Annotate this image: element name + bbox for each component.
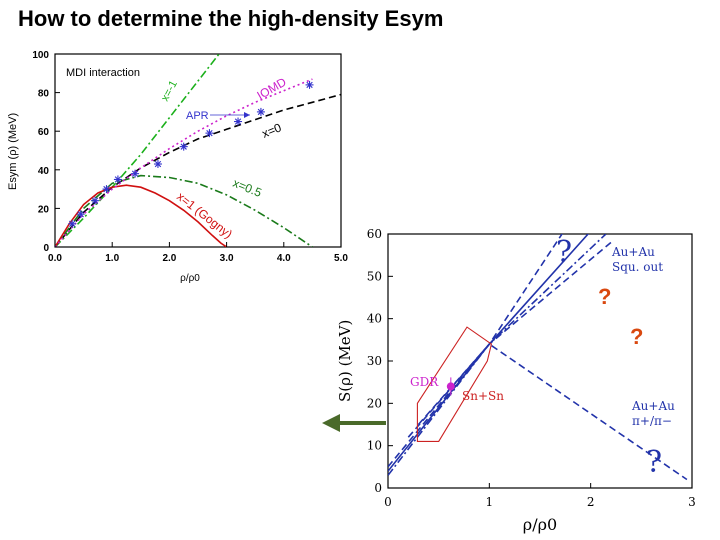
l-y-tick-label: 20: [38, 204, 50, 215]
right-annotation-squeeze: Au+Au Squ. out: [611, 245, 663, 274]
left-apr-marker: [205, 129, 214, 138]
left-apr-marker: [234, 117, 243, 126]
arrow-head: [322, 414, 340, 432]
left-apr-marker: [179, 142, 188, 151]
l-x-tick-label: 5.0: [334, 253, 348, 264]
left-label-x-0: x=0: [260, 120, 284, 140]
r-y-tick-label: 30: [367, 354, 382, 368]
l-y-tick-label: 100: [32, 50, 49, 61]
left-label-iomd: IOMD: [255, 75, 289, 103]
r-y-tick-label: 40: [367, 312, 382, 326]
left-y-axis-label: Esym (ρ) (MeV): [7, 113, 19, 190]
left-apr-marker: [256, 107, 265, 116]
l-series-x-1: [55, 54, 221, 247]
r-x-tick-label: 1: [486, 495, 494, 509]
right-chart: ? Au+Au Squ. out ? Au+Au π+/π− GDR Sn+Sn S…: [336, 227, 696, 534]
r-series-soft: [417, 343, 688, 481]
right-y-axis-label: S(ρ) (MeV): [336, 320, 354, 402]
l-y-tick-label: 80: [38, 89, 50, 100]
left-label-x-minus-1: x=-1: [159, 79, 180, 104]
left-pointing-arrow: [322, 414, 386, 432]
left-chart: MDI interaction x=-1 IOMD APR x=0 x=0.5 …: [7, 50, 348, 284]
right-annotation-pion-text: Au+Au π+/π−: [631, 399, 675, 428]
left-apr-marker: [153, 160, 162, 169]
l-x-tick-label: 2.0: [162, 253, 176, 264]
right-label-snsn: Sn+Sn: [462, 389, 504, 403]
question-mark-2: ?: [630, 324, 644, 349]
r-y-tick-label: 0: [374, 481, 382, 495]
left-apr-marker: [68, 219, 77, 228]
left-label-gogny: x=1 (Gogny): [174, 189, 235, 241]
left-annotation-title: MDI interaction: [66, 67, 140, 79]
right-qmark-bottom: ?: [646, 445, 662, 480]
l-series-x-1-gogny: [55, 184, 228, 247]
l-series-x-0: [55, 93, 341, 247]
l-x-tick-label: 1.0: [105, 253, 119, 264]
l-y-tick-label: 0: [43, 243, 49, 254]
r-series-stiff-lower: [388, 234, 607, 476]
l-y-tick-label: 40: [38, 166, 50, 177]
l-x-tick-label: 4.0: [277, 253, 291, 264]
r-y-tick-label: 10: [367, 439, 382, 453]
left-apr-marker: [113, 175, 122, 184]
left-apr-marker: [305, 80, 314, 89]
left-apr-pointer-head: [244, 112, 250, 118]
right-x-axis-label: ρ/ρ0: [523, 515, 557, 534]
l-series-x-0-5: [55, 174, 313, 247]
left-label-apr: APR: [186, 110, 209, 122]
r-y-tick-label: 50: [367, 269, 382, 283]
r-x-tick-label: 0: [384, 495, 392, 509]
left-apr-marker: [131, 169, 140, 178]
l-x-tick-label: 3.0: [220, 253, 234, 264]
right-annotation-squeeze-text: Au+Au Squ. out: [611, 245, 663, 274]
right-qmark-top: ?: [556, 235, 572, 270]
left-apr-marker: [91, 196, 100, 205]
slide-title: How to determine the high-density Esym: [18, 6, 444, 31]
right-label-gdr: GDR: [410, 375, 439, 389]
left-x-axis-label: ρ/ρ0: [180, 273, 200, 284]
left-label-x-0-5: x=0.5: [231, 176, 264, 200]
r-y-tick-label: 20: [367, 396, 382, 410]
left-plot-frame: [54, 53, 342, 248]
r-x-tick-label: 2: [587, 495, 595, 509]
r-series-moderate: [407, 241, 612, 438]
right-region-sn-sn: [416, 326, 493, 442]
r-series-stiff-upper: [388, 234, 563, 468]
r-x-tick-label: 3: [688, 495, 696, 509]
left-apr-marker: [76, 210, 85, 219]
question-mark-1: ?: [598, 284, 612, 309]
right-annotation-pion: Au+Au π+/π−: [631, 399, 675, 428]
left-apr-marker: [102, 185, 111, 194]
r-y-tick-label: 60: [367, 227, 382, 241]
l-y-tick-label: 60: [38, 127, 50, 138]
l-x-tick-label: 0.0: [48, 253, 62, 264]
